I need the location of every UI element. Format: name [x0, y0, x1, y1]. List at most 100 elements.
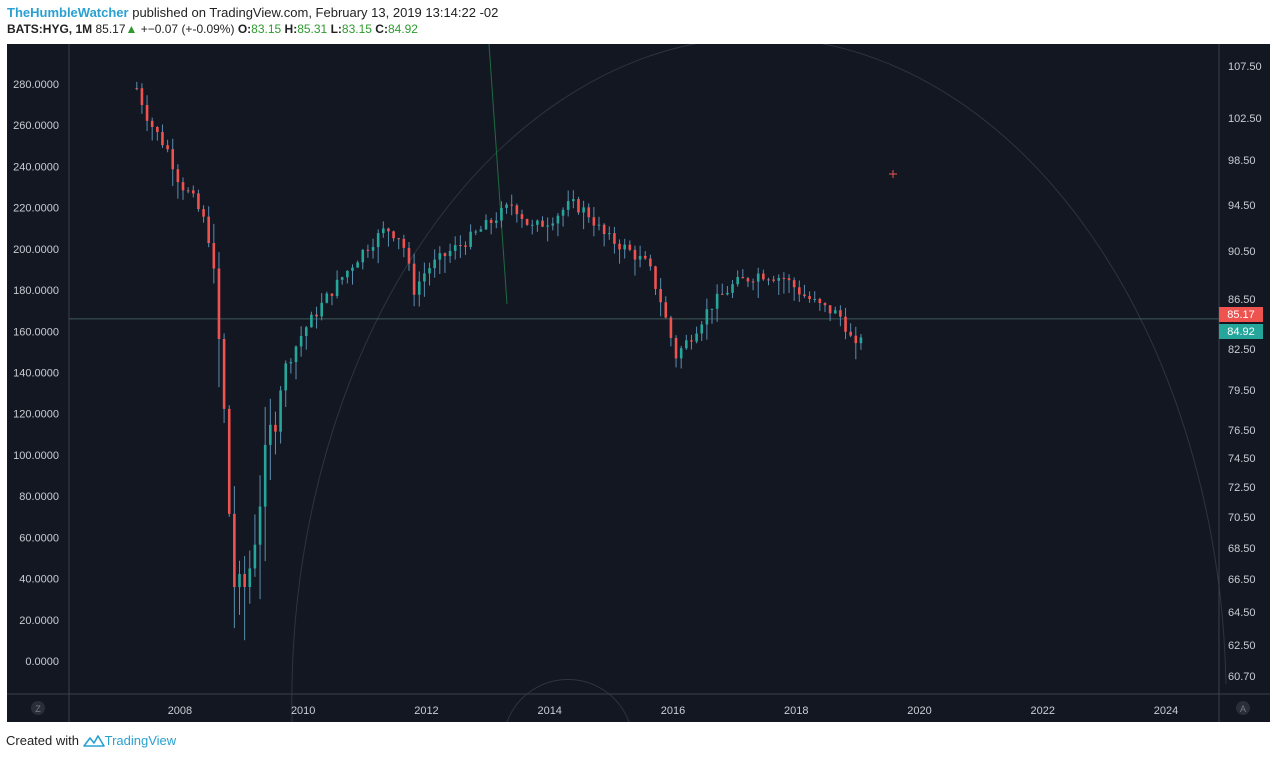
- author-link[interactable]: TheHumbleWatcher: [7, 5, 129, 20]
- candle-body: [833, 310, 837, 314]
- candle-body: [428, 268, 431, 274]
- candle-body: [484, 220, 488, 230]
- auto-scale-left-button[interactable]: Z: [31, 701, 45, 715]
- candle-body: [828, 305, 832, 314]
- candle-body: [772, 279, 775, 281]
- left-tick-label: 160.0000: [13, 326, 59, 338]
- candle-body: [443, 253, 447, 257]
- price-labels: 85.17 84.92: [1219, 307, 1263, 339]
- candle-body: [572, 199, 575, 202]
- candle-body: [479, 229, 483, 232]
- candle-body: [710, 308, 714, 310]
- candle-body: [356, 262, 359, 268]
- candle-body: [751, 281, 755, 283]
- candle-body: [207, 216, 210, 244]
- candle-body: [202, 209, 205, 217]
- candle-body: [382, 228, 385, 234]
- left-tick-label: 80.0000: [19, 491, 59, 503]
- candle-body: [181, 182, 185, 191]
- candle-body: [351, 267, 354, 271]
- candle-body: [222, 338, 226, 409]
- candle-body: [679, 348, 683, 359]
- crosshair-marker: [889, 170, 897, 178]
- candle-body: [839, 310, 842, 317]
- candle-body: [392, 231, 395, 239]
- left-price-axis[interactable]: 280.0000 260.0000 240.0000 220.0000 200.0000…: [13, 79, 59, 668]
- auto-scale-left-label: Z: [35, 704, 41, 714]
- candle-body: [685, 340, 688, 349]
- time-axis[interactable]: 2008 2010 2012 2014 2016 2018 2020 2022 2024: [168, 705, 1179, 717]
- candle-body: [536, 220, 539, 225]
- candle-body: [376, 233, 380, 248]
- price-label-text: 84.92: [1227, 326, 1255, 338]
- candle-body: [453, 245, 457, 251]
- candle-body: [787, 278, 791, 281]
- time-tick-label: 2016: [661, 705, 685, 717]
- close-value: 84.92: [387, 22, 418, 36]
- right-tick-label: 107.50: [1228, 61, 1262, 73]
- left-tick-label: 220.0000: [13, 203, 59, 215]
- tradingview-link[interactable]: TradingView: [104, 733, 177, 748]
- candle-body: [438, 253, 442, 260]
- right-tick-label: 70.50: [1228, 512, 1256, 524]
- left-tick-label: 240.0000: [13, 161, 59, 173]
- price-label-box: [1219, 324, 1263, 339]
- publish-info: published on TradingView.com, February 1…: [132, 5, 499, 20]
- candle-body: [577, 199, 580, 213]
- candle-body: [248, 568, 252, 588]
- candle-body: [690, 340, 693, 342]
- candle-body: [335, 279, 339, 296]
- price-chart[interactable]: 280.0000 260.0000 240.0000 220.0000 200.0000…: [7, 44, 1270, 722]
- candle-body: [279, 390, 282, 432]
- time-tick-label: 2022: [1030, 705, 1054, 717]
- candle-body: [633, 249, 637, 260]
- candle-body: [587, 207, 591, 218]
- candle-body: [186, 190, 190, 192]
- left-tick-label: 20.0000: [19, 615, 59, 627]
- chart-header: TheHumbleWatcher published on TradingVie…: [7, 4, 1269, 40]
- auto-scale-right-button[interactable]: A: [1236, 701, 1250, 715]
- candle-body: [756, 273, 760, 282]
- right-tick-label: 90.50: [1228, 246, 1256, 258]
- candle-body: [741, 277, 745, 279]
- candle-body: [299, 335, 303, 347]
- candle-body: [315, 314, 318, 317]
- candle-body: [402, 238, 406, 248]
- candle-body: [464, 245, 467, 247]
- candle-body: [613, 233, 616, 244]
- right-tick-label: 60.70: [1228, 671, 1256, 683]
- candle-body: [166, 145, 169, 150]
- candle-body: [371, 247, 375, 251]
- candle-body: [849, 331, 852, 336]
- open-label: O:: [237, 22, 252, 36]
- candle-body: [217, 268, 221, 339]
- time-tick-label: 2018: [784, 705, 808, 717]
- open-value: 83.15: [251, 22, 282, 36]
- candle-body: [592, 217, 596, 226]
- candle-body: [859, 337, 863, 344]
- candle-body: [330, 293, 334, 296]
- candle-body: [233, 513, 236, 588]
- right-price-axis[interactable]: 107.50 102.50 98.50 94.50 90.50 86.50 82.50 79.…: [1228, 61, 1262, 683]
- right-tick-label: 66.50: [1228, 574, 1256, 586]
- candle-body: [777, 277, 781, 281]
- candle-body: [489, 220, 493, 223]
- candle-body: [407, 247, 411, 264]
- candle-body: [433, 259, 436, 269]
- price-label-text: 85.17: [1227, 309, 1255, 321]
- left-tick-label: 140.0000: [13, 368, 59, 380]
- price-change: +−0.07 (+-0.09%): [140, 22, 235, 36]
- candle-body: [294, 346, 298, 363]
- candle-body: [602, 224, 606, 235]
- candle-body: [582, 207, 585, 213]
- candle-body: [731, 284, 734, 293]
- candle-body: [340, 277, 344, 280]
- candle-body: [746, 278, 750, 282]
- candle-body: [798, 287, 801, 295]
- candle-body: [505, 204, 508, 208]
- symbol-name[interactable]: BATS:HYG, 1M: [7, 22, 93, 36]
- auto-scale-right-label: A: [1240, 704, 1246, 714]
- candle-body: [566, 201, 570, 210]
- left-tick-label: 120.0000: [13, 409, 59, 421]
- trend-line: [488, 44, 508, 305]
